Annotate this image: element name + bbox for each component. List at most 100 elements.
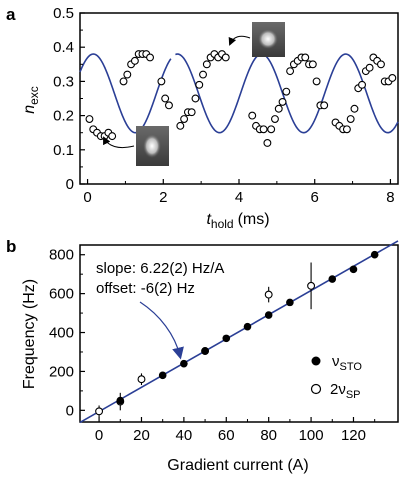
- panel-b-xtick-label-0: 0: [95, 427, 103, 444]
- panel-a-point-38: [274, 104, 283, 113]
- panel-a-point-30: [221, 53, 230, 62]
- panel-b-ytick-label-3: 600: [49, 286, 74, 303]
- panel-a-point-55: [346, 115, 355, 123]
- panel-b-ytick-label-4: 800: [49, 247, 74, 264]
- panel-a-xtick-label-2: 4: [235, 189, 243, 206]
- legend-label-sp-sub: SP: [346, 389, 361, 401]
- legend: νSTO 2νSP: [310, 353, 362, 401]
- panel-a-xtick-label-0: 0: [83, 189, 91, 206]
- panel-b-ytick-label-0: 0: [66, 402, 74, 419]
- panel-a-point-54: [342, 125, 351, 134]
- panel-a-point-10: [130, 56, 139, 65]
- panel-a-point-41: [286, 67, 295, 76]
- fit-annotation-slope: slope: 6.22(2) Hz/A: [96, 260, 224, 277]
- panel-b-label: b: [6, 237, 16, 256]
- legend-marker-sto: [311, 356, 321, 366]
- panel-a-fit-curve: [79, 53, 399, 134]
- panel-b-xtick-label-1: 20: [133, 427, 150, 444]
- panel-a-y-ticks: 0 0.1 0.2 0.3 0.4 0.5: [53, 5, 85, 193]
- panel-a-point-19: [180, 115, 189, 123]
- panel-a-point-16: [161, 94, 170, 103]
- panel-a-ytick-label-2: 0.2: [53, 108, 74, 125]
- panel-a-point-48: [312, 77, 321, 86]
- panel-a-point-31: [248, 111, 257, 120]
- panel-a-point-45: [301, 53, 310, 62]
- panel-b-sp-point-2: [137, 375, 146, 384]
- panel-a-point-23: [195, 80, 204, 89]
- panel-a: a 0 0.1 0.2 0.3 0.4 0.5 0 2 4 6 8 nexc thold (ms): [6, 5, 399, 231]
- panel-a-xtick-label-1: 2: [159, 189, 167, 206]
- panel-a-xlabel: thold (ms): [206, 211, 269, 231]
- panel-a-ylabel-sub: exc: [27, 86, 41, 105]
- panel-a-point-39: [278, 97, 287, 106]
- panel-a-point-21: [187, 108, 196, 117]
- panel-b-sto-point-5: [243, 322, 252, 331]
- panel-a-point-18: [176, 121, 185, 130]
- panel-a-fit-segment-1: [175, 53, 399, 134]
- panel-b-sto-point-9: [349, 265, 358, 274]
- panel-b-frame: [79, 244, 399, 423]
- panel-b-xtick-label-4: 80: [260, 427, 277, 444]
- panel-b-sto-point-7: [286, 298, 294, 307]
- panel-b-x-ticks: 0 20 40 60 80 100 120: [95, 417, 376, 444]
- panel-a-fit-segment-0: [79, 53, 172, 134]
- panel-a-point-47: [308, 60, 317, 69]
- panel-b-sto-point-3: [201, 347, 209, 355]
- fit-annotation-offset: offset: -6(2) Hz: [96, 280, 195, 297]
- panel-b-ytick-label-1: 200: [49, 363, 74, 380]
- panel-a-ylabel-main: n: [21, 105, 38, 114]
- panel-a-point-24: [199, 70, 207, 79]
- panel-b-sto-point-2: [180, 359, 188, 368]
- panel-a-point-40: [282, 87, 291, 96]
- legend-label-sto: νSTO: [332, 353, 362, 373]
- panel-a-xtick-label-4: 8: [386, 189, 394, 206]
- panel-a-point-8: [123, 70, 132, 79]
- panel-a-ytick-label-5: 0.5: [53, 5, 74, 22]
- panel-a-point-25: [202, 60, 211, 69]
- legend-label-sp-main: 2ν: [330, 381, 346, 398]
- panel-a-point-66: [388, 74, 397, 82]
- inset-cloud-high-arrow: [228, 35, 251, 46]
- panel-b-sp-point-0: [95, 407, 104, 416]
- panel-b-sp-point-4: [264, 290, 273, 299]
- panel-b-xtick-label-5: 100: [299, 427, 324, 444]
- panel-b-sto-point-10: [370, 250, 379, 259]
- panel-b-sto-point-1: [158, 371, 167, 380]
- panel-a-point-14: [146, 53, 154, 62]
- panel-a-xtick-label-3: 6: [311, 189, 319, 206]
- panel-a-point-7: [119, 77, 128, 86]
- panel-a-label: a: [6, 5, 16, 24]
- panel-b-sto-point-4: [222, 334, 231, 343]
- panel-b-xtick-label-6: 120: [341, 427, 366, 444]
- panel-b-y-ticks: 0 200 400 600 800: [49, 247, 85, 419]
- panel-b-fit: [79, 240, 399, 424]
- panel-a-ylabel: nexc: [21, 86, 41, 114]
- panel-a-point-50: [320, 101, 329, 110]
- panel-b-xlabel: Gradient current (A): [167, 457, 308, 474]
- panel-a-point-17: [165, 101, 173, 110]
- panel-a-ytick-label-3: 0.3: [53, 73, 74, 90]
- panel-a-point-22: [191, 94, 200, 103]
- panel-a-point-15: [157, 77, 166, 86]
- panel-b-sto-point-6: [264, 311, 273, 319]
- panel-b-xtick-label-3: 60: [218, 427, 235, 444]
- panel-a-xlabel-main: t: [206, 211, 211, 228]
- panel-a-point-0: [85, 115, 94, 123]
- legend-label-sto-main: ν: [332, 353, 340, 370]
- panel-b-fit-line: [79, 240, 399, 424]
- panel-b-sto-point-8: [328, 275, 337, 283]
- panel-b-sto-point-0: [116, 396, 125, 405]
- panel-a-xlabel-sub: hold: [211, 217, 234, 231]
- panel-a-point-35: [263, 139, 272, 147]
- panel-a-point-56: [350, 104, 359, 113]
- inset-cloud-low-core: [143, 134, 161, 158]
- panel-b: b 0 200 400 600 800 0 20 40 60 80 100 120 slope: 6…: [6, 237, 399, 474]
- inset-cloud-high-core: [258, 29, 278, 49]
- panel-a-point-60: [365, 63, 374, 72]
- panel-a-point-36: [267, 125, 276, 134]
- panel-a-ytick-label-1: 0.1: [53, 142, 74, 159]
- annotation-arrow: [139, 301, 184, 360]
- panel-a-ytick-label-4: 0.4: [53, 39, 74, 56]
- panel-b-ytick-label-2: 400: [49, 325, 74, 342]
